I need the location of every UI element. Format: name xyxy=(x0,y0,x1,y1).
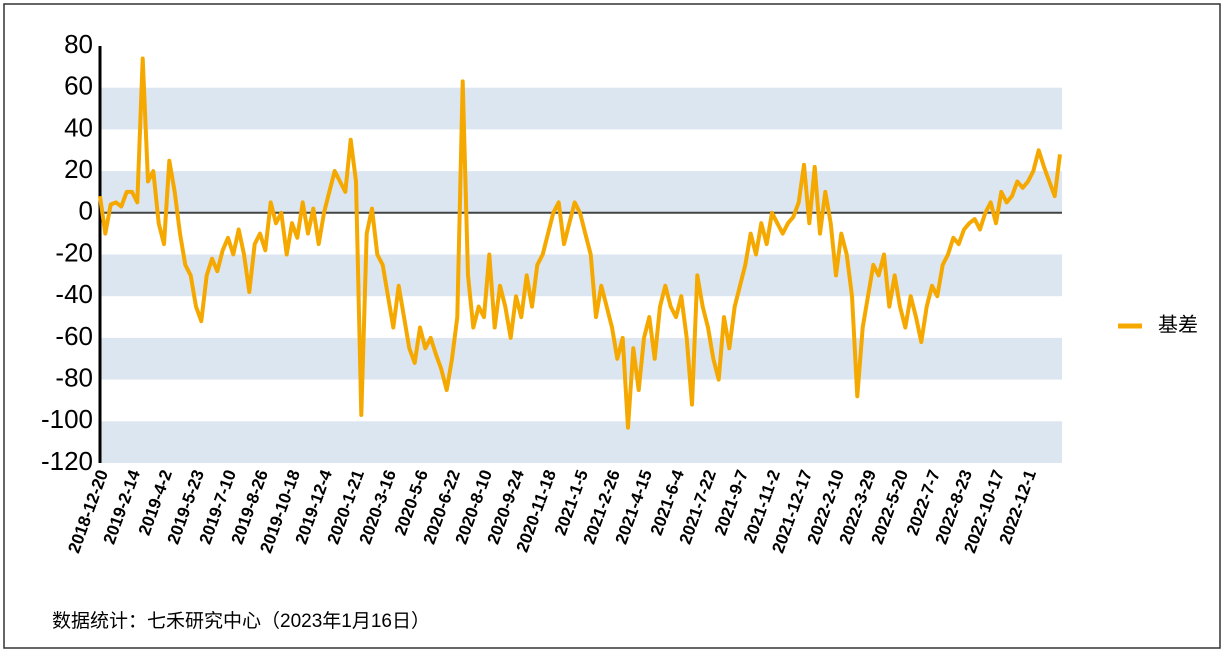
y-tick-label: -100 xyxy=(41,404,93,434)
grid-band xyxy=(100,337,1062,380)
grid-band xyxy=(100,87,1062,130)
y-tick-label: 80 xyxy=(64,29,93,59)
y-tick-label: -80 xyxy=(55,362,93,392)
legend-label: 基差 xyxy=(1158,313,1198,336)
y-tick-label: -20 xyxy=(55,237,93,267)
y-tick-label: 20 xyxy=(64,154,93,184)
y-tick-label: 40 xyxy=(64,112,93,142)
grid-band xyxy=(100,254,1062,297)
y-tick-label: -60 xyxy=(55,321,93,351)
grid-band xyxy=(100,171,1062,213)
grid-band xyxy=(100,421,1062,463)
data-line xyxy=(98,56,1062,430)
y-tick-label: -40 xyxy=(55,279,93,309)
y-tick-label: -120 xyxy=(41,446,93,476)
source-note: 数据统计：七禾研究中心（2023年1月16日） xyxy=(52,610,430,632)
y-tick-label: 0 xyxy=(79,196,93,226)
y-tick-label: 60 xyxy=(64,71,93,101)
